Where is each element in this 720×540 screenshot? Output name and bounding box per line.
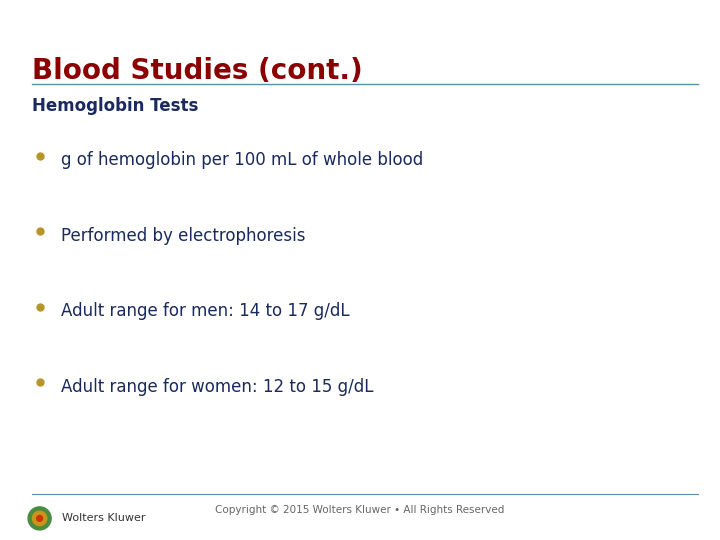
Ellipse shape <box>28 507 51 530</box>
Text: Adult range for men: 14 to 17 g/dL: Adult range for men: 14 to 17 g/dL <box>61 302 350 320</box>
Text: g of hemoglobin per 100 mL of whole blood: g of hemoglobin per 100 mL of whole bloo… <box>61 151 423 169</box>
Text: Blood Studies (cont.): Blood Studies (cont.) <box>32 57 363 85</box>
Text: Hemoglobin Tests: Hemoglobin Tests <box>32 97 199 115</box>
Text: Wolters Kluwer: Wolters Kluwer <box>62 514 145 523</box>
Text: Performed by electrophoresis: Performed by electrophoresis <box>61 227 306 245</box>
Text: Adult range for women: 12 to 15 g/dL: Adult range for women: 12 to 15 g/dL <box>61 378 374 396</box>
Ellipse shape <box>32 511 47 525</box>
Text: Copyright © 2015 Wolters Kluwer • All Rights Reserved: Copyright © 2015 Wolters Kluwer • All Ri… <box>215 505 505 515</box>
Ellipse shape <box>37 516 42 521</box>
